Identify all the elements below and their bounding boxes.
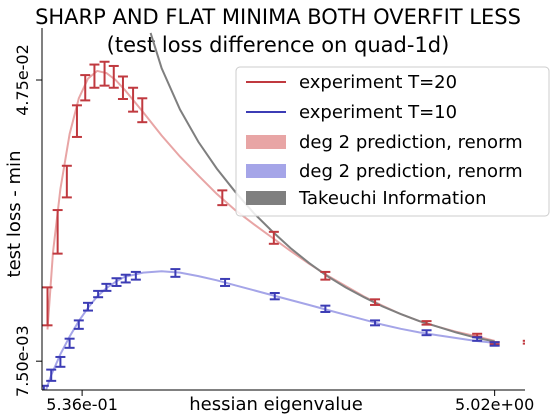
chart-title: SHARP AND FLAT MINIMA BOTH OVERFIT LESS	[35, 5, 521, 29]
errorbar-s0-p13	[320, 270, 331, 281]
x-axis-label: hessian eigenvalue	[189, 394, 363, 415]
y-axis-label: test loss - min	[4, 151, 25, 278]
series-curve-2	[149, 32, 495, 343]
legend-label-3: deg 2 prediction, renorm	[299, 161, 523, 182]
legend-swatch-4	[246, 191, 286, 205]
errorbar-s0-p5	[89, 63, 100, 89]
errorbar-s0-p0	[42, 286, 53, 327]
errorbar-s1-p10	[130, 270, 141, 281]
errorbar-s1-p5	[83, 301, 93, 312]
errorbar-s0-p12	[268, 230, 279, 245]
errorbar-s1-p15	[370, 319, 381, 327]
errorbar-s0-p9	[128, 86, 139, 113]
legend-label-0: experiment T=20	[299, 72, 457, 93]
errorbar-s1-p0	[42, 384, 49, 390]
x-tick-label-1: 5.02e+00	[455, 395, 534, 414]
y-tick-label-1: 4.75e-02	[13, 44, 32, 116]
errorbar-s0-p11	[217, 189, 228, 207]
legend-item-4: Takeuchi Information	[246, 188, 487, 209]
legend-swatch-2	[246, 135, 286, 149]
errorbar-s0-p3	[71, 104, 82, 138]
errorbar-s1-p3	[64, 337, 75, 349]
errorbar-s1-p8	[111, 277, 122, 287]
errorbar-s0-p2	[61, 164, 72, 199]
errorbar-s1-p2	[55, 355, 66, 368]
plot-clip-group	[42, 32, 525, 390]
legend-box	[235, 66, 550, 217]
legend: experiment T=20 experiment T=10 deg 2 pred…	[235, 66, 550, 217]
errorbar-s0-p14	[370, 298, 381, 306]
legend-item-3: deg 2 prediction, renorm	[246, 161, 523, 182]
errorbar-s0-p15	[421, 320, 432, 326]
errorbar-s0-p1	[52, 209, 63, 255]
legend-items: experiment T=20 experiment T=10 deg 2 pred…	[246, 72, 523, 209]
errorbar-s1-p17	[472, 336, 483, 342]
legend-label-1: experiment T=10	[299, 102, 457, 123]
axis-ticks: 5.36e-01 5.02e+00 7.50e-03 4.75e-02	[13, 44, 534, 414]
legend-swatch-3	[246, 164, 286, 178]
x-tick-label-0: 5.36e-01	[46, 395, 118, 414]
errorbar-s1-p1	[46, 368, 57, 382]
errorbar-s0-p4	[80, 74, 91, 102]
plot-area	[42, 32, 525, 390]
errorbar-s0-p17	[522, 339, 525, 345]
errorbar-s1-p18	[489, 341, 500, 347]
chart-subtitle: (test loss difference on quad-1d)	[107, 33, 450, 57]
errorbar-s0-p8	[117, 75, 128, 100]
errorbar-s1-p12	[220, 277, 231, 287]
legend-item-0: experiment T=20	[246, 72, 457, 93]
errorbar-s0-p10	[137, 97, 148, 124]
errorbar-s1-p16	[421, 329, 432, 337]
y-tick-label-0: 7.50e-03	[13, 325, 32, 397]
legend-item-1: experiment T=10	[246, 102, 457, 123]
errorbar-s0-p6	[99, 60, 110, 87]
legend-label-2: deg 2 prediction, renorm	[299, 132, 523, 153]
errorbar-s1-p14	[320, 304, 331, 313]
errorbar-s1-p9	[120, 273, 131, 284]
errorbar-s1-p11	[170, 268, 181, 278]
errorbar-s1-p13	[269, 291, 280, 301]
legend-item-2: deg 2 prediction, renorm	[246, 132, 523, 153]
errorbar-s1-p7	[101, 282, 112, 292]
legend-label-4: Takeuchi Information	[298, 188, 487, 209]
errorbar-s0-p7	[108, 64, 119, 89]
errorbar-s1-p4	[73, 319, 84, 330]
